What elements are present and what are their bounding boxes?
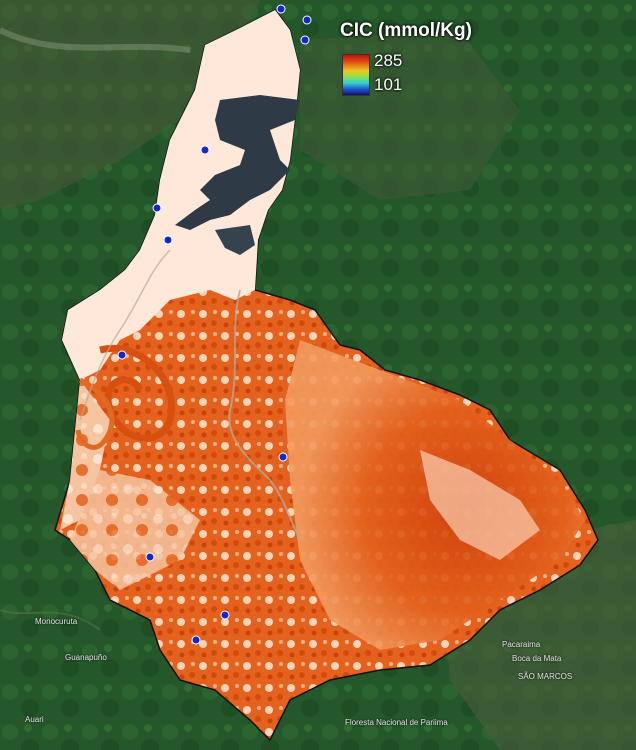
station-marker[interactable] (191, 635, 201, 645)
station-marker[interactable] (300, 35, 310, 45)
place-label-monocuruta: Monocuruta (35, 617, 78, 626)
legend-max-value: 285 (374, 51, 403, 70)
station-marker[interactable] (163, 235, 173, 245)
basin-swirl-feature-2 (75, 377, 115, 450)
river-main (228, 289, 301, 541)
place-label-floresta: Floresta Nacional de Pariima (345, 718, 448, 727)
station-marker[interactable] (152, 203, 162, 213)
legend-min-value: 101 (374, 75, 403, 94)
station-marker[interactable] (220, 610, 230, 620)
place-label-auari: Auari (25, 715, 44, 724)
monitoring-stations (117, 4, 312, 645)
basin-west-low-zone (60, 380, 110, 530)
place-label-pacaraima: Pacaraima (502, 640, 541, 649)
basin-swirl-feature (99, 345, 175, 442)
station-marker[interactable] (276, 4, 286, 14)
basemap-savanna-northwest (0, 0, 260, 210)
river-west (79, 249, 171, 421)
station-marker[interactable] (117, 350, 127, 360)
reservoir-area (175, 95, 300, 230)
reservoir-arm (215, 225, 255, 255)
legend-color-ramp (342, 54, 370, 96)
legend-title: CIC (mmol/Kg) (340, 20, 472, 41)
station-marker[interactable] (145, 552, 155, 562)
station-marker[interactable] (200, 145, 210, 155)
station-marker[interactable] (278, 452, 288, 462)
place-label-guanapuno: Guanapuño (65, 653, 107, 662)
place-label-boca-da-mata: Boca da Mata (512, 654, 562, 663)
place-label-sao-marcos: SÃO MARCOS (518, 672, 573, 681)
basemap-road (0, 609, 101, 631)
station-marker[interactable] (302, 15, 312, 25)
basemap-river-north (0, 27, 191, 53)
basin-east-light-patch (420, 450, 540, 560)
basin-southwest-mixed-zone (70, 470, 200, 590)
